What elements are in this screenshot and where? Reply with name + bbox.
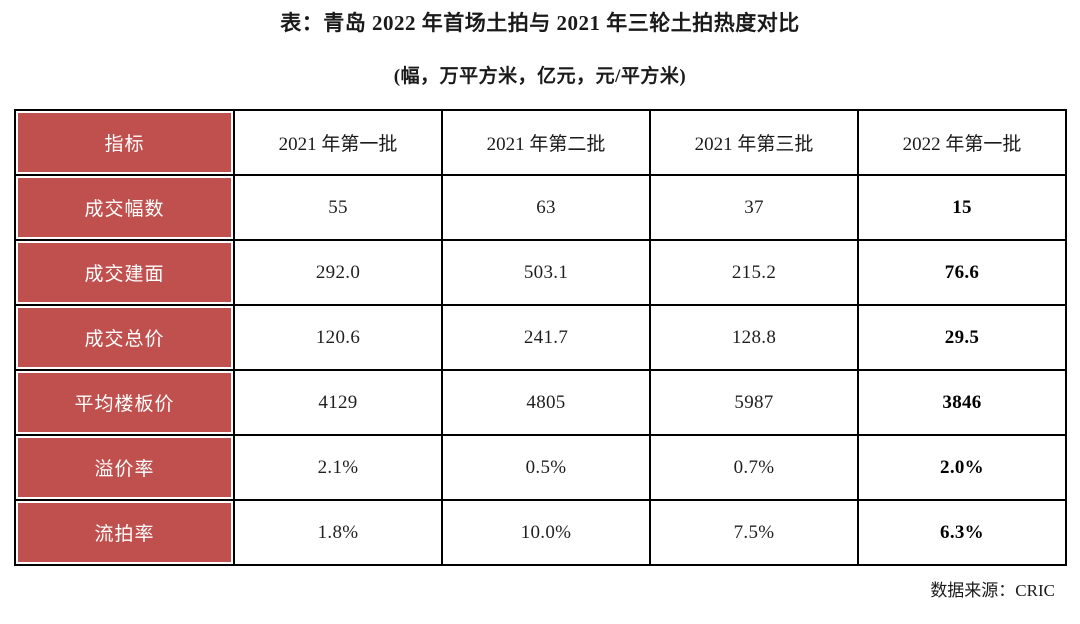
value-cell: 10.0% xyxy=(441,499,651,566)
value-cell: 2.1% xyxy=(233,434,443,501)
row-label-cell: 成交建面 xyxy=(14,239,235,306)
value-cell: 5987 xyxy=(649,369,859,436)
table-title: 表：青岛 2022 年首场土拍与 2021 年三轮土拍热度对比 xyxy=(280,11,800,35)
row-label-cell: 成交总价 xyxy=(14,304,235,371)
row-label-cell: 平均楼板价 xyxy=(14,369,235,436)
value-cell: 63 xyxy=(441,174,651,241)
value-cell: 292.0 xyxy=(233,239,443,306)
table-row: 成交总价 120.6 241.7 128.8 29.5 xyxy=(14,304,1067,371)
header-row: 指标 2021 年第一批 2021 年第二批 2021 年第三批 2022 年第… xyxy=(14,109,1067,176)
header-cell-indicator: 指标 xyxy=(14,109,235,176)
value-cell-highlight: 76.6 xyxy=(857,239,1067,306)
value-cell: 37 xyxy=(649,174,859,241)
value-cell: 241.7 xyxy=(441,304,651,371)
value-cell: 128.8 xyxy=(649,304,859,371)
value-cell: 215.2 xyxy=(649,239,859,306)
value-cell: 7.5% xyxy=(649,499,859,566)
table-row: 成交建面 292.0 503.1 215.2 76.6 xyxy=(14,239,1067,306)
row-label-cell: 流拍率 xyxy=(14,499,235,566)
row-label-cell: 成交幅数 xyxy=(14,174,235,241)
value-cell-highlight: 2.0% xyxy=(857,434,1067,501)
header-cell-2021-batch2: 2021 年第二批 xyxy=(441,109,651,176)
header-cell-2021-batch1: 2021 年第一批 xyxy=(233,109,443,176)
value-cell: 1.8% xyxy=(233,499,443,566)
value-cell-highlight: 6.3% xyxy=(857,499,1067,566)
value-cell: 120.6 xyxy=(233,304,443,371)
data-source-note: 数据来源：CRIC xyxy=(930,581,1055,600)
value-cell: 4805 xyxy=(441,369,651,436)
value-cell: 0.7% xyxy=(649,434,859,501)
table-subtitle: (幅，万平方米，亿元，元/平方米) xyxy=(393,66,687,87)
value-cell: 4129 xyxy=(233,369,443,436)
table-row: 流拍率 1.8% 10.0% 7.5% 6.3% xyxy=(14,499,1067,566)
value-cell: 55 xyxy=(233,174,443,241)
heat-comparison-table: 指标 2021 年第一批 2021 年第二批 2021 年第三批 2022 年第… xyxy=(14,109,1067,566)
value-cell-highlight: 3846 xyxy=(857,369,1067,436)
header-cell-2022-batch1: 2022 年第一批 xyxy=(857,109,1067,176)
value-cell: 0.5% xyxy=(441,434,651,501)
table-row: 溢价率 2.1% 0.5% 0.7% 2.0% xyxy=(14,434,1067,501)
row-label-cell: 溢价率 xyxy=(14,434,235,501)
table-row: 平均楼板价 4129 4805 5987 3846 xyxy=(14,369,1067,436)
table-row: 成交幅数 55 63 37 15 xyxy=(14,174,1067,241)
value-cell-highlight: 29.5 xyxy=(857,304,1067,371)
value-cell: 503.1 xyxy=(441,239,651,306)
value-cell-highlight: 15 xyxy=(857,174,1067,241)
header-cell-2021-batch3: 2021 年第三批 xyxy=(649,109,859,176)
